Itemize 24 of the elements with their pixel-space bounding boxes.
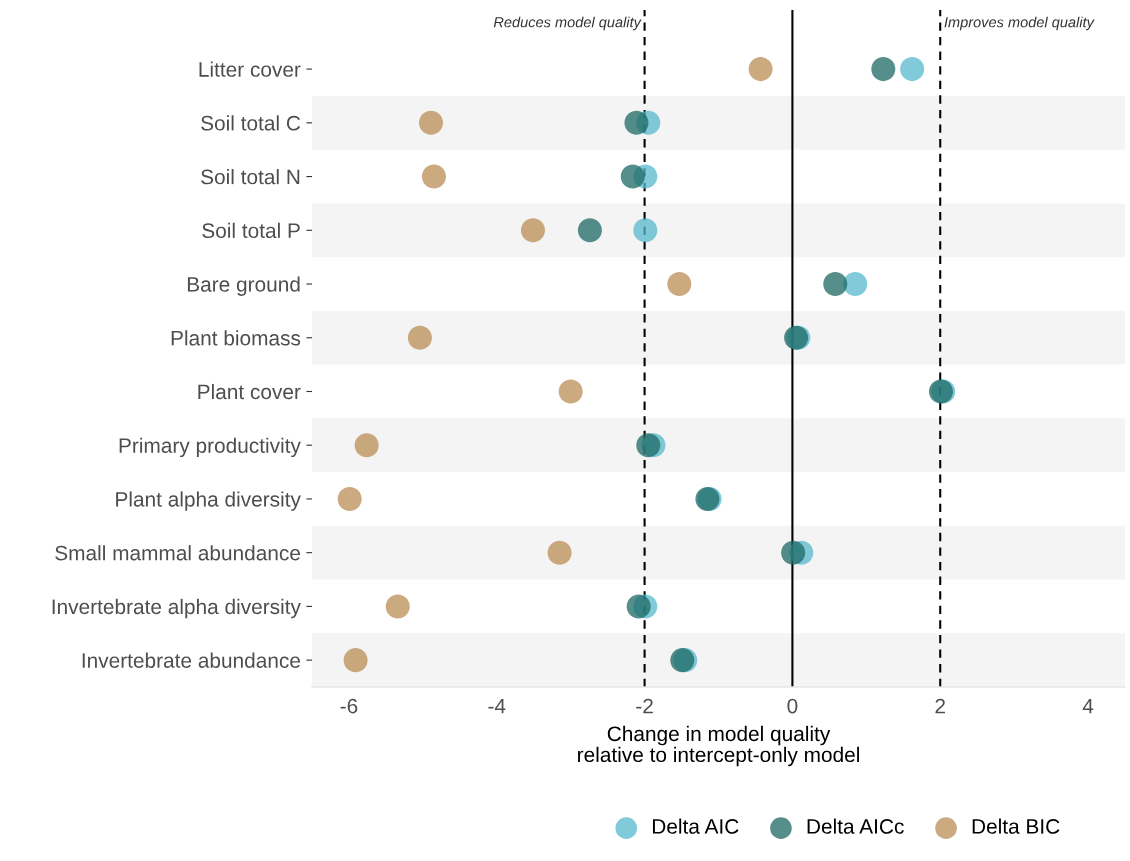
y-tick-label: Soil total P	[202, 222, 300, 239]
legend-label: Delta BIC	[972, 818, 1060, 834]
y-tick-label: Plant biomass	[171, 330, 301, 346]
x-tick-label: 4	[1082, 698, 1094, 714]
y-tick-label: Litter cover	[199, 61, 301, 77]
x-tick-label: -4	[488, 698, 506, 714]
legend-label: Delta AIC	[652, 818, 739, 834]
ref-line-label: Reduces model quality	[493, 16, 642, 31]
y-tick-label: Small mammal abundance	[55, 545, 300, 561]
y-tick-label: Plant cover	[198, 383, 301, 400]
x-tick-label: -2	[636, 698, 653, 714]
y-tick-label: Invertebrate alpha diversity	[52, 598, 301, 619]
x-axis-title: Change in model quality relative to intercept-only model	[578, 725, 859, 767]
y-tick-label: Plant alpha diversity	[116, 491, 301, 511]
y-tick-label: Primary productivity	[119, 437, 301, 458]
y-tick-label: Soil total N	[201, 169, 300, 185]
x-tick-label: -6	[340, 698, 358, 714]
y-tick-label: Soil total C	[201, 115, 301, 131]
x-tick-label: 0	[787, 698, 798, 714]
legend-label: Delta AICc	[807, 818, 904, 834]
y-tick-label: Bare ground	[187, 276, 300, 296]
x-tick-label: 2	[935, 698, 945, 714]
y-tick-label: Invertebrate abundance	[82, 652, 300, 668]
ref-line-label: Improves model quality	[944, 16, 1095, 31]
